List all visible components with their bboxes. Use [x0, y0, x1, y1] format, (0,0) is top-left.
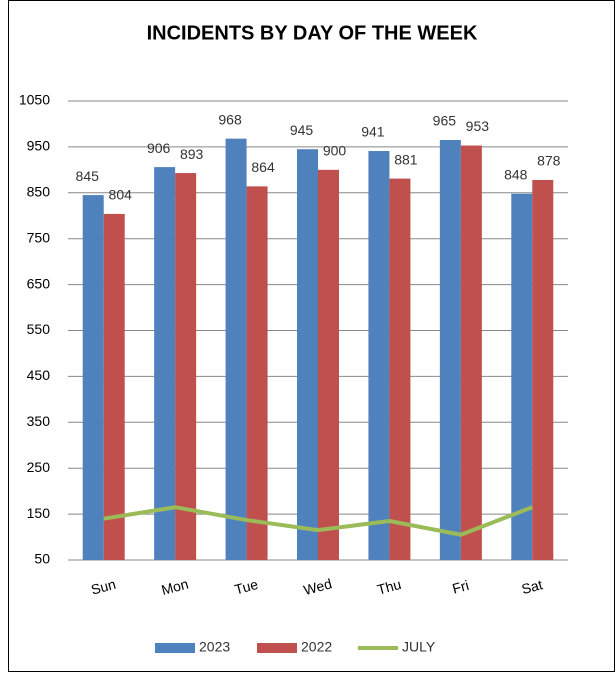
bar — [389, 178, 411, 561]
y-tick-label: 650 — [27, 275, 51, 291]
x-tick-label: Wed — [302, 575, 334, 598]
bar — [368, 151, 390, 560]
bar — [103, 213, 125, 560]
bar — [154, 167, 176, 560]
y-tick-label: 350 — [27, 413, 51, 429]
y-tick-label: 450 — [27, 367, 51, 383]
data-label: 845 — [76, 168, 100, 184]
y-tick-label: 1050 — [19, 92, 50, 108]
legend-swatch — [257, 643, 297, 653]
y-tick-label: 750 — [27, 229, 51, 245]
bar — [297, 149, 318, 560]
y-tick-label: 850 — [27, 184, 51, 200]
legend-label: 2023 — [199, 639, 230, 655]
data-label: 953 — [466, 118, 490, 134]
chart-title: INCIDENTS BY DAY OF THE WEEK — [147, 22, 478, 44]
y-tick-label: 50 — [34, 551, 50, 567]
data-label: 864 — [251, 159, 275, 175]
data-label: 893 — [180, 146, 204, 162]
bar — [175, 173, 197, 561]
data-label: 848 — [504, 166, 528, 182]
y-tick-label: 250 — [27, 459, 51, 475]
data-label: 965 — [433, 113, 457, 129]
x-tick-label: Fri — [451, 577, 471, 597]
legend-label: 2022 — [301, 639, 332, 655]
x-tick-label: Tue — [233, 576, 260, 598]
data-label: 945 — [290, 122, 314, 138]
bar — [82, 195, 104, 560]
data-label: 941 — [361, 124, 385, 140]
data-label: 881 — [394, 151, 418, 167]
x-tick-label: Mon — [160, 575, 190, 598]
data-label: 900 — [323, 143, 347, 159]
x-tick-label: Sun — [89, 576, 117, 598]
legend-swatch — [155, 643, 195, 653]
bar — [532, 179, 554, 560]
y-tick-label: 950 — [27, 138, 51, 154]
data-label: 804 — [109, 187, 133, 203]
bar — [439, 140, 461, 560]
data-label: 878 — [537, 153, 561, 169]
line-series — [103, 505, 534, 537]
x-tick-label: Sat — [520, 576, 545, 597]
y-tick-label: 150 — [27, 505, 51, 521]
data-label: 968 — [218, 111, 242, 127]
bar — [511, 193, 533, 560]
x-tick-label: Thu — [375, 576, 402, 598]
bar — [225, 138, 247, 560]
bar — [246, 186, 268, 560]
bar — [460, 145, 482, 560]
y-tick-label: 550 — [27, 321, 51, 337]
bar — [318, 169, 339, 560]
data-label: 906 — [147, 140, 171, 156]
legend-label: JULY — [402, 639, 436, 655]
